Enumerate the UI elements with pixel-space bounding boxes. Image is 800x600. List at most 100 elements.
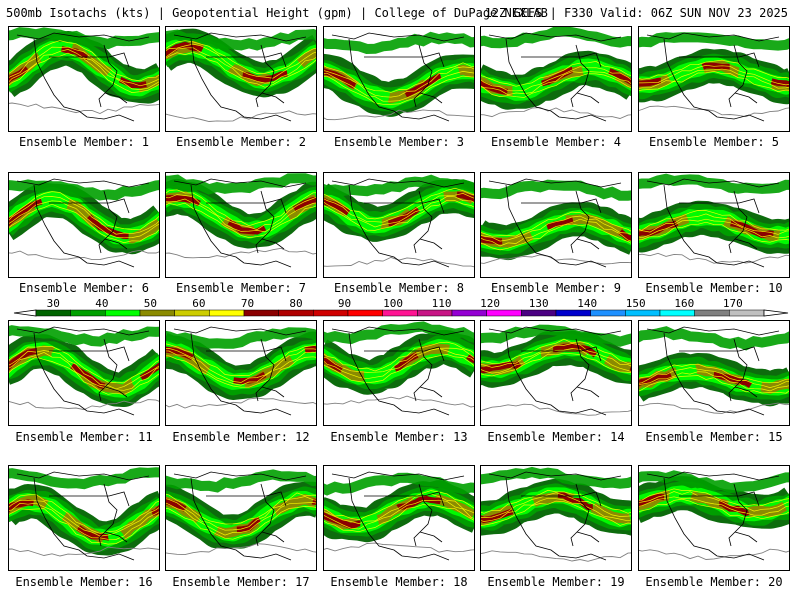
height-contour	[481, 73, 631, 98]
height-contour	[166, 355, 316, 388]
ensemble-member-map	[638, 465, 790, 571]
ensemble-member-label: Ensemble Member: 16	[15, 575, 153, 589]
colorbar-swatch	[278, 309, 314, 317]
colorbar-tick-label: 130	[529, 297, 549, 310]
isotach-map	[324, 321, 474, 416]
colorbar-tick-label: 100	[383, 297, 403, 310]
isotach-map	[9, 467, 159, 561]
ensemble-member-label: Ensemble Member: 14	[487, 430, 625, 444]
jet-maximum	[481, 64, 631, 96]
height-contour	[166, 198, 316, 233]
height-contour	[166, 506, 316, 540]
height-contour	[166, 502, 316, 536]
isotach-map	[166, 469, 316, 561]
ensemble-member-label: Ensemble Member: 3	[333, 135, 465, 149]
colorbar-swatch	[694, 309, 730, 317]
ensemble-member-label: Ensemble Member: 17	[172, 575, 310, 589]
height-contour	[639, 71, 789, 92]
height-contour	[324, 493, 474, 524]
height-contour	[481, 215, 631, 242]
colorbar-tick-label: 30	[47, 297, 60, 310]
wind-speed-band	[481, 27, 631, 49]
ensemble-member-label: Ensemble Member: 18	[330, 575, 468, 589]
height-contour	[639, 213, 789, 235]
jet-maximum	[481, 343, 631, 374]
height-contour	[9, 200, 159, 239]
ensemble-member-label: Ensemble Member: 11	[15, 430, 153, 444]
height-contour	[9, 499, 159, 537]
ensemble-member-map	[480, 465, 632, 571]
jet-core	[324, 343, 474, 382]
height-contour	[166, 40, 316, 74]
coastline-borders	[488, 32, 622, 122]
height-contour	[639, 210, 789, 231]
colorbar-tick-label: 160	[674, 297, 694, 310]
colorbar-swatch	[243, 309, 279, 317]
height-contour	[166, 543, 316, 556]
height-contour	[166, 397, 316, 409]
height-contour	[324, 109, 474, 121]
height-contour	[324, 196, 474, 228]
jet-maximum	[324, 191, 474, 227]
ensemble-member-label: Ensemble Member: 19	[487, 575, 625, 589]
colorbar-swatch	[451, 309, 487, 317]
jet-maximum	[639, 492, 789, 517]
ensemble-member-map	[480, 320, 632, 426]
colorbar-tick-label: 140	[577, 297, 597, 310]
height-contour	[481, 343, 631, 368]
height-contour	[639, 105, 789, 118]
height-contour	[481, 497, 631, 522]
height-contour	[481, 218, 631, 247]
isotach-map	[324, 31, 474, 122]
coastline-borders	[331, 32, 465, 122]
colorbar-tick-label: 150	[626, 297, 646, 310]
wind-speed-band	[481, 466, 631, 489]
ensemble-member-map	[8, 465, 160, 571]
jet-maximum	[481, 215, 631, 246]
height-contour	[481, 66, 631, 92]
colorbar-tick-label: 120	[480, 297, 500, 310]
height-contour	[324, 66, 474, 98]
coastline-borders	[16, 471, 150, 561]
colorbar-swatch	[347, 309, 383, 317]
ensemble-member-map	[638, 172, 790, 278]
isotach-map	[639, 173, 789, 268]
height-contour	[166, 492, 316, 525]
height-contour	[9, 203, 159, 244]
wind-speed-band	[639, 173, 789, 194]
height-contour	[9, 345, 159, 384]
height-contour	[9, 49, 159, 90]
coastline-borders	[646, 326, 780, 416]
ensemble-member-map	[323, 320, 475, 426]
isotach-map	[481, 27, 631, 122]
isotach-map	[166, 173, 316, 268]
isotach-map	[639, 32, 789, 122]
ensemble-member-map	[8, 320, 160, 426]
height-contour	[9, 352, 159, 391]
height-contour	[324, 193, 474, 223]
height-contour	[324, 347, 474, 373]
height-contour	[481, 403, 631, 416]
height-contour	[481, 352, 631, 377]
ensemble-member-label: Ensemble Member: 10	[645, 281, 783, 295]
jet-maximum	[324, 344, 474, 379]
colorbar-swatch	[209, 309, 245, 317]
colorbar-swatch	[555, 309, 591, 317]
height-contour	[9, 191, 159, 231]
height-contour	[639, 363, 789, 384]
colorbar-swatch	[35, 309, 71, 317]
jet-maximum	[166, 195, 316, 235]
height-contour	[9, 40, 159, 82]
height-contour	[166, 348, 316, 383]
coastline-borders	[488, 178, 622, 268]
height-contour	[481, 71, 631, 96]
wind-speed-band	[166, 469, 316, 493]
ensemble-member-map	[165, 465, 317, 571]
isotach-map	[481, 178, 631, 268]
colorbar-swatch	[729, 309, 765, 317]
height-contour	[166, 202, 316, 238]
coastline-borders	[16, 178, 150, 268]
colorbar-tick-label: 90	[338, 297, 351, 310]
height-contour	[324, 187, 474, 220]
ensemble-member-map	[638, 320, 790, 426]
